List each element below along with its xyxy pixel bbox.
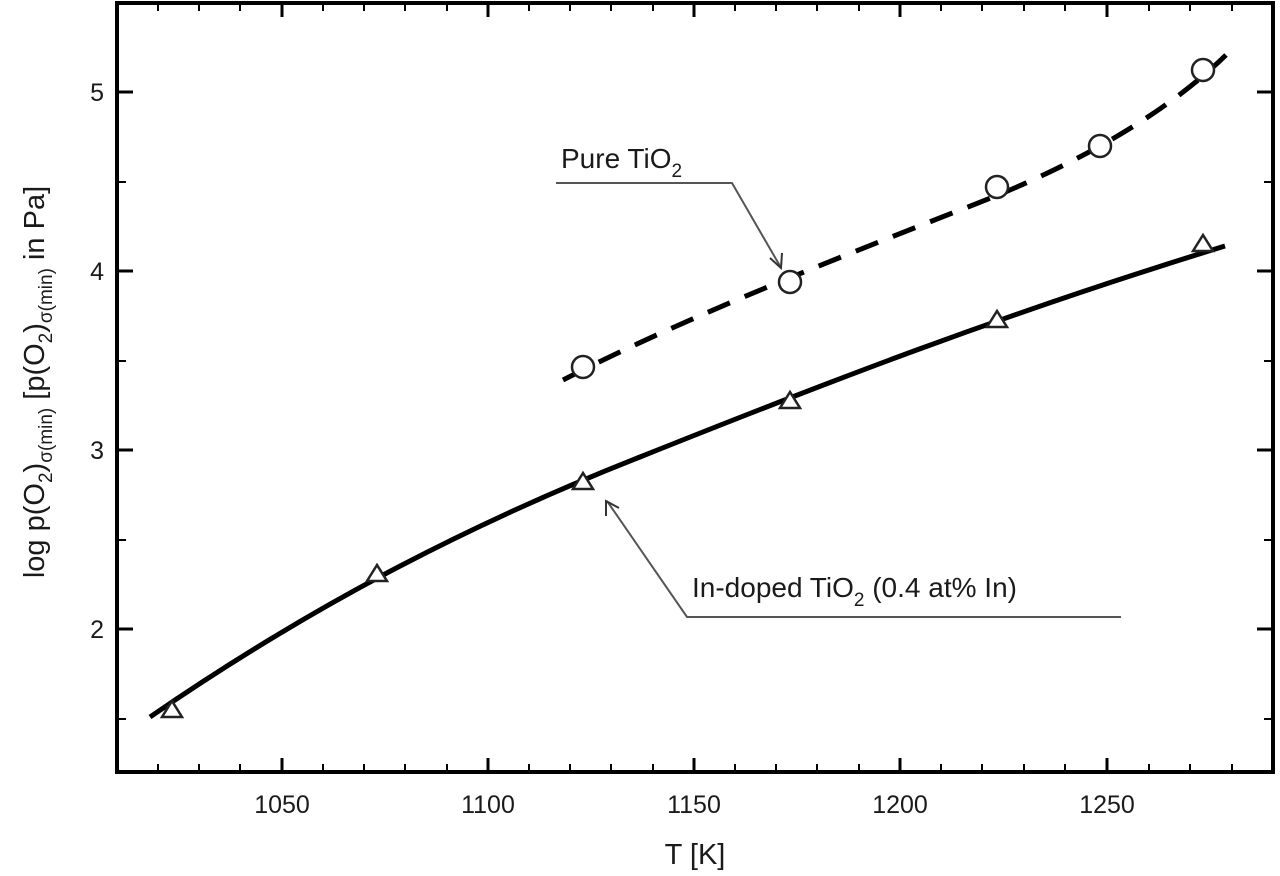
in-doped-tio2-annotation: In-doped TiO2 (0.4 at% In) <box>605 499 1121 618</box>
x-major-ticks <box>280 3 1109 772</box>
data-point-circle <box>984 174 1010 200</box>
data-point-triangle <box>159 698 185 719</box>
y-tick-label: 2 <box>90 616 104 644</box>
y-tick-label: 4 <box>90 258 104 286</box>
y-minor-ticks <box>117 181 1273 720</box>
data-point-circle <box>777 269 803 295</box>
data-point-circle <box>1087 133 1113 159</box>
data-point-triangle <box>364 562 390 583</box>
y-tick-label: 5 <box>90 79 104 107</box>
in-doped-tio2-markers <box>159 232 1216 719</box>
arrow-head-icon <box>605 499 620 516</box>
x-tick-label: 1250 <box>1079 791 1135 819</box>
x-tick-label: 1050 <box>254 791 310 819</box>
y-tick-labels: 5 4 3 2 <box>90 79 104 644</box>
in-doped-tio2-label: In-doped TiO2 (0.4 at% In) <box>692 572 1017 611</box>
y-axis-title: log p(O2)σ(min) [p(O2)σ(min) in Pa] <box>19 186 57 578</box>
y-tick-label: 3 <box>90 437 104 465</box>
x-tick-label: 1150 <box>667 791 721 819</box>
data-point-circle <box>1190 57 1216 83</box>
x-tick-label: 1200 <box>872 791 928 819</box>
data-point-triangle <box>984 308 1010 329</box>
pure-tio2-markers <box>570 57 1216 380</box>
data-point-triangle <box>1190 232 1216 253</box>
pure-tio2-leader-line <box>556 182 781 267</box>
data-point-triangle <box>570 470 596 491</box>
x-tick-labels: 1050 1100 1150 1200 1250 <box>254 791 1135 819</box>
x-minor-ticks <box>157 3 1233 772</box>
arrow-head-icon <box>769 252 783 271</box>
data-point-triangle <box>777 389 803 410</box>
x-tick-label: 1100 <box>461 791 515 819</box>
plot-frame <box>115 1 1275 774</box>
data-point-circle <box>570 354 596 380</box>
pure-tio2-fit-curve <box>561 53 1228 383</box>
x-axis-title: T [K] <box>665 839 726 871</box>
y-major-ticks <box>117 90 1273 631</box>
in-doped-tio2-fit-curve <box>148 243 1226 720</box>
pure-tio2-annotation: Pure TiO2 <box>556 143 783 271</box>
pure-tio2-label: Pure TiO2 <box>561 143 682 182</box>
in-doped-tio2-leader-line <box>606 500 1121 618</box>
